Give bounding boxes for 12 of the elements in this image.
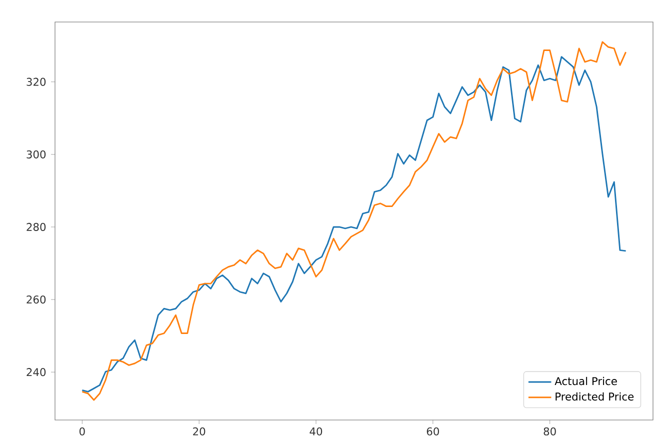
x-tick-label: 40 (310, 427, 322, 436)
legend-label: Predicted Price (556, 392, 634, 401)
x-tick-label: 0 (80, 427, 85, 436)
y-tick-label: 280 (26, 222, 46, 232)
x-tick-label: 60 (426, 427, 439, 436)
y-tick-label: 320 (26, 78, 46, 86)
legend-label: Actual Price (554, 376, 617, 386)
x-tick-label: 80 (544, 427, 556, 436)
y-tick-label: 300 (26, 150, 46, 159)
y-tick-label: 260 (26, 296, 46, 304)
y-tick-label: 240 (26, 368, 46, 376)
x-tick-label: 20 (193, 427, 206, 436)
